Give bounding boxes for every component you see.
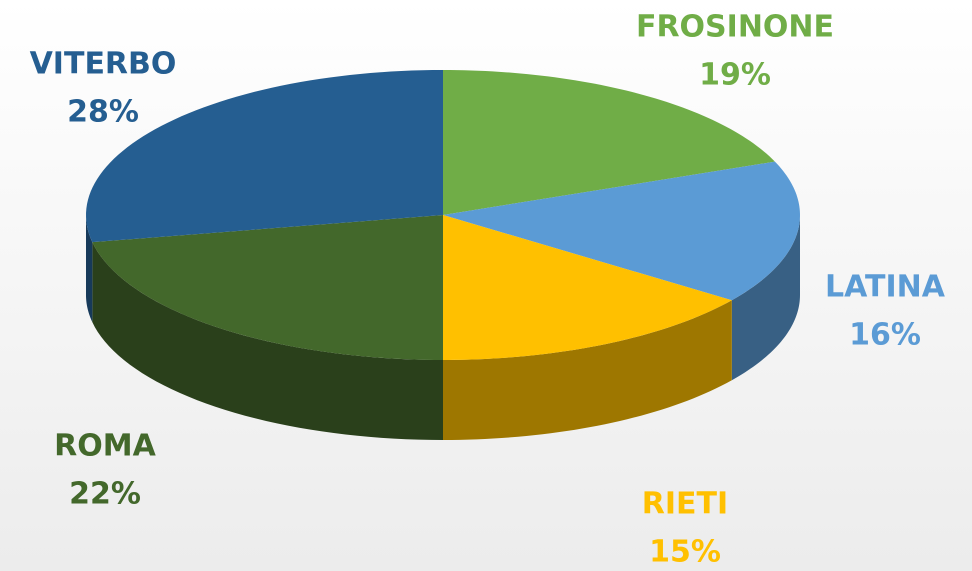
slice-top [443, 70, 775, 215]
slice-label: LATINA [825, 270, 946, 305]
value-label: 22% [69, 477, 141, 512]
slice-side [92, 242, 443, 440]
slice-top [86, 70, 443, 243]
slice [443, 215, 732, 440]
value-label: 16% [849, 318, 921, 353]
value-label: 19% [699, 58, 771, 93]
slice [443, 161, 800, 381]
slice-label: ROMA [54, 429, 156, 464]
slice-top [443, 215, 732, 360]
slice-side [86, 215, 93, 323]
slice [86, 70, 443, 323]
slice [443, 70, 775, 215]
slice-side [443, 300, 732, 440]
slice-label: RIETI [642, 487, 728, 522]
slice-label: FROSINONE [636, 10, 834, 45]
value-label: 15% [649, 535, 721, 570]
slice-top [92, 215, 443, 360]
value-label: 28% [67, 95, 139, 130]
slice-side [731, 215, 800, 381]
slice [92, 215, 443, 440]
slice-top [443, 161, 800, 301]
slice-label: VITERBO [30, 47, 177, 82]
